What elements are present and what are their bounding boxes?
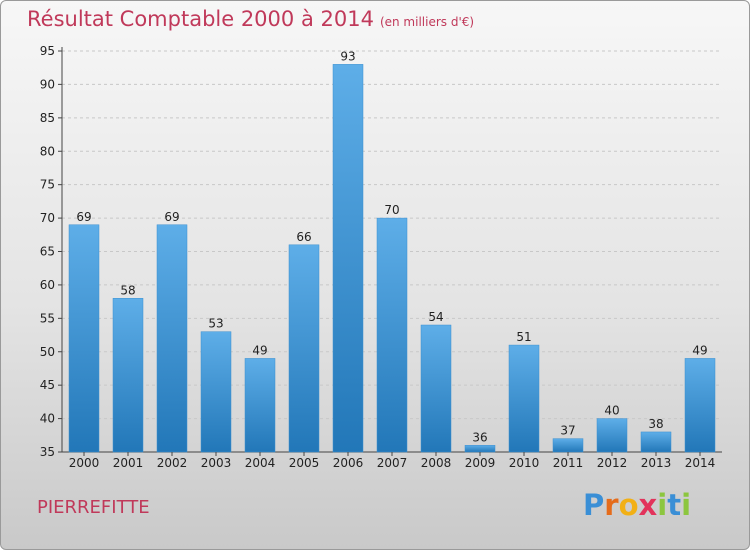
bar-2013 [640,431,672,453]
logo-letter-5: t [667,488,682,522]
x-tick-label-2009: 2009 [465,456,496,470]
x-tick-label-2007: 2007 [377,456,408,470]
bar-2004 [244,358,276,453]
logo-letter-4: i [657,488,668,522]
bar-value-2012: 40 [604,404,619,418]
y-tick-label-70: 70 [40,211,55,225]
bar-value-2000: 69 [76,210,91,224]
logo-letter-6: i [681,488,692,522]
bar-2006 [332,64,364,453]
bar-2007 [376,217,408,453]
bar-value-2001: 58 [120,283,135,297]
y-tick-label-90: 90 [40,77,55,91]
x-tick-label-2004: 2004 [245,456,276,470]
y-tick-label-45: 45 [40,378,55,392]
y-tick-label-35: 35 [40,445,55,459]
y-tick-label-75: 75 [40,178,55,192]
x-tick-label-2001: 2001 [113,456,144,470]
y-tick-label-40: 40 [40,412,55,426]
x-tick-label-2006: 2006 [333,456,364,470]
x-tick-label-2010: 2010 [509,456,540,470]
logo-letter-2: o [618,488,639,522]
bar-2008 [420,324,452,453]
proxiti-logo: Proxiti [583,488,691,522]
y-tick-label-60: 60 [40,278,55,292]
bar-value-2002: 69 [164,210,179,224]
bar-2011 [552,438,584,453]
x-tick-label-2014: 2014 [685,456,716,470]
bar-value-2009: 36 [472,430,487,444]
y-tick-label-80: 80 [40,144,55,158]
bar-value-2014: 49 [692,343,707,357]
bar-value-2013: 38 [648,417,663,431]
bar-value-2006: 93 [340,49,355,63]
bar-value-2003: 53 [208,317,223,331]
logo-letter-1: r [604,488,619,522]
x-axis-ticks: 2000 2001 2002 2003 2004 2005 2006 2007 2008 2009… [69,452,716,470]
x-tick-label-2002: 2002 [157,456,188,470]
bar-2003 [200,331,232,453]
bar-2001 [112,298,144,453]
bar-value-labels: 69 58 69 53 49 66 93 70 54 36 51 37 40 38 49 [76,49,707,444]
y-tick-label-85: 85 [40,111,55,125]
y-tick-label-55: 55 [40,311,55,325]
x-tick-label-2003: 2003 [201,456,232,470]
x-tick-label-2000: 2000 [69,456,100,470]
logo-letter-0: P [583,488,605,522]
title-unit: (en milliers d'€) [379,15,475,29]
x-tick-label-2008: 2008 [421,456,452,470]
x-tick-label-2005: 2005 [289,456,320,470]
y-tick-label-50: 50 [40,345,55,359]
bar-2012 [596,418,628,453]
bars [68,64,716,453]
bar-value-2007: 70 [384,203,399,217]
y-tick-label-95: 95 [40,44,55,58]
x-tick-label-2012: 2012 [597,456,628,470]
bar-2005 [288,244,320,453]
bar-2010 [508,344,540,453]
bar-value-2004: 49 [252,343,267,357]
commune-name: PIERREFITTE [37,497,150,518]
chart-title: Résultat Comptable 2000 à 2014 (en millie… [27,7,474,31]
logo-letter-3: x [638,488,658,522]
bar-2002 [156,224,188,453]
y-axis-ticks: 35 40 45 50 55 60 65 70 75 80 85 90 95 [40,44,62,459]
bar-value-2008: 54 [428,310,443,324]
bar-value-2010: 51 [516,330,531,344]
bar-value-2005: 66 [296,230,311,244]
y-tick-label-65: 65 [40,245,55,259]
title-text: Résultat Comptable 2000 à 2014 [27,7,374,31]
bar-2014 [684,358,716,453]
bar-2000 [68,224,100,453]
x-tick-label-2011: 2011 [553,456,584,470]
x-tick-label-2013: 2013 [641,456,672,470]
bar-value-2011: 37 [560,424,575,438]
bar-2009 [464,445,496,453]
